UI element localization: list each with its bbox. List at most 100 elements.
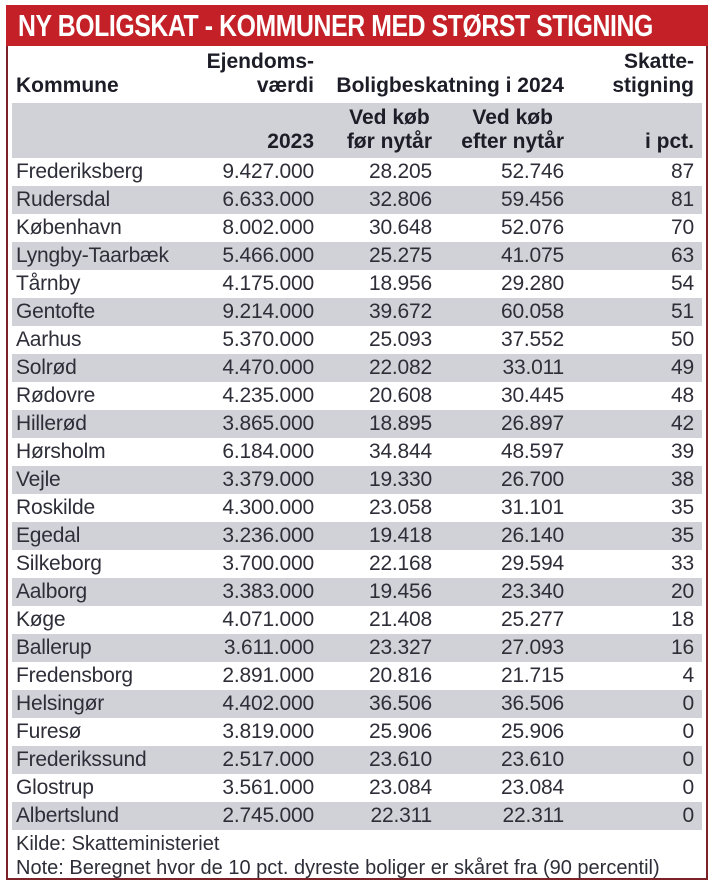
table-row: Furesø 3.819.000 25.906 25.906 0 [12,718,702,746]
note-line: Note: Beregnet hvor de 10 pct. dyreste b… [16,857,660,879]
cell-foer-nytaar: 36.506 [368,692,432,715]
subheader-foer-nytaar: Ved køb før nytår [346,106,432,153]
table-row: Frederiksberg 9.427.000 28.205 52.746 87 [12,158,702,186]
table-header-row-2: 2023 Ved køb før nytår Ved køb efter nyt… [12,103,702,158]
cell-ejendomsvaerdi: 3.819.000 [222,720,314,743]
cell-foer-nytaar: 25.906 [368,720,432,743]
table-row: Rudersdal 6.633.000 32.806 59.456 81 [12,186,702,214]
cell-kommune: Albertslund [16,804,119,827]
table-row: Køge 4.071.000 21.408 25.277 18 [12,606,702,634]
table-row: Rødovre 4.235.000 20.608 30.445 48 [12,382,702,410]
cell-efter-nytaar: 25.277 [500,608,564,631]
cell-kommune: Roskilde [16,496,95,519]
table-row: Vejle 3.379.000 19.330 26.700 38 [12,466,702,494]
cell-efter-nytaar: 31.101 [500,496,564,519]
cell-ejendomsvaerdi: 2.745.000 [222,804,314,827]
cell-kommune: Aarhus [16,328,82,351]
table-row: Silkeborg 3.700.000 22.168 29.594 33 [12,550,702,578]
cell-kommune: Lyngby-Taarbæk [16,244,169,267]
cell-ejendomsvaerdi: 4.175.000 [222,272,314,295]
cell-efter-nytaar: 29.594 [500,552,564,575]
table-row: Tårnby 4.175.000 18.956 29.280 54 [12,270,702,298]
cell-foer-nytaar: 32.806 [368,188,432,211]
cell-pct: 4 [682,664,695,687]
cell-ejendomsvaerdi: 3.700.000 [222,552,314,575]
cell-pct: 50 [671,328,694,351]
cell-ejendomsvaerdi: 3.561.000 [222,776,314,799]
cell-ejendomsvaerdi: 5.370.000 [222,328,314,351]
cell-pct: 20 [671,580,694,603]
cell-pct: 16 [671,636,694,659]
cell-pct: 39 [671,440,694,463]
cell-ejendomsvaerdi: 4.402.000 [222,692,314,715]
cell-kommune: Vejle [16,468,61,491]
cell-kommune: Solrød [16,356,77,379]
cell-pct: 51 [671,300,694,323]
cell-efter-nytaar: 52.746 [500,160,564,183]
cell-kommune: Frederiksberg [16,160,143,183]
table-row: Frederikssund 2.517.000 23.610 23.610 0 [12,746,702,774]
cell-kommune: Aalborg [16,580,87,603]
cell-foer-nytaar: 22.082 [368,356,432,379]
table-frame: Kommune Ejendoms- værdi Boligbeskatning … [6,46,708,880]
cell-ejendomsvaerdi: 3.865.000 [222,412,314,435]
subheader-i-pct: i pct. [644,130,694,153]
cell-foer-nytaar: 19.418 [368,524,432,547]
cell-kommune: København [16,216,122,239]
cell-efter-nytaar: 52.076 [500,216,564,239]
cell-kommune: Glostrup [16,776,94,799]
cell-kommune: Tårnby [16,272,81,295]
table-row: Helsingør 4.402.000 36.506 36.506 0 [12,690,702,718]
cell-kommune: Fredensborg [16,664,133,687]
cell-pct: 0 [682,692,695,715]
cell-foer-nytaar: 20.608 [368,384,432,407]
cell-ejendomsvaerdi: 4.300.000 [222,496,314,519]
table-row: København 8.002.000 30.648 52.076 70 [12,214,702,242]
cell-ejendomsvaerdi: 4.235.000 [222,384,314,407]
cell-kommune: Hillerød [16,412,87,435]
cell-efter-nytaar: 30.445 [500,384,564,407]
cell-pct: 35 [671,496,694,519]
cell-pct: 0 [682,720,695,743]
cell-foer-nytaar: 34.844 [368,440,432,463]
cell-foer-nytaar: 18.956 [368,272,432,295]
header-kommune: Kommune [16,74,119,97]
cell-efter-nytaar: 37.552 [500,328,564,351]
cell-pct: 63 [671,244,694,267]
cell-efter-nytaar: 26.897 [500,412,564,435]
cell-efter-nytaar: 33.011 [502,356,564,379]
table-header-row-1: Kommune Ejendoms- værdi Boligbeskatning … [8,46,706,103]
table-row: Glostrup 3.561.000 23.084 23.084 0 [12,774,702,802]
cell-ejendomsvaerdi: 6.184.000 [222,440,314,463]
cell-pct: 33 [671,552,694,575]
cell-kommune: Rødovre [16,384,96,407]
cell-efter-nytaar: 29.280 [500,272,564,295]
page-title: NY BOLIGSKAT - KOMMUNER MED STØRST STIGN… [18,7,653,43]
cell-efter-nytaar: 25.906 [500,720,564,743]
table-row: Egedal 3.236.000 19.418 26.140 35 [12,522,702,550]
cell-foer-nytaar: 18.895 [368,412,432,435]
cell-kommune: Silkeborg [16,552,102,575]
header-skattestigning: Skatte- stigning [612,50,694,97]
cell-foer-nytaar: 23.610 [368,748,432,771]
cell-pct: 49 [671,356,694,379]
cell-efter-nytaar: 60.058 [500,300,564,323]
table-row: Albertslund 2.745.000 22.311 22.311 0 [12,802,702,830]
subheader-efter-nytaar: Ved køb efter nytår [461,106,564,153]
cell-ejendomsvaerdi: 3.379.000 [222,468,314,491]
infographic: NY BOLIGSKAT - KOMMUNER MED STØRST STIGN… [6,5,708,880]
cell-ejendomsvaerdi: 6.633.000 [222,188,314,211]
cell-efter-nytaar: 23.610 [500,748,564,771]
cell-ejendomsvaerdi: 9.427.000 [222,160,314,183]
cell-pct: 54 [671,272,694,295]
cell-ejendomsvaerdi: 3.236.000 [222,524,314,547]
table-row: Fredensborg 2.891.000 20.816 21.715 4 [12,662,702,690]
source-line: Kilde: Skatteministeriet [16,833,220,855]
cell-ejendomsvaerdi: 3.383.000 [222,580,314,603]
cell-pct: 70 [671,216,694,239]
cell-ejendomsvaerdi: 2.891.000 [222,664,314,687]
cell-efter-nytaar: 36.506 [500,692,564,715]
cell-kommune: Helsingør [16,692,105,715]
cell-ejendomsvaerdi: 8.002.000 [222,216,314,239]
cell-foer-nytaar: 20.816 [368,664,432,687]
